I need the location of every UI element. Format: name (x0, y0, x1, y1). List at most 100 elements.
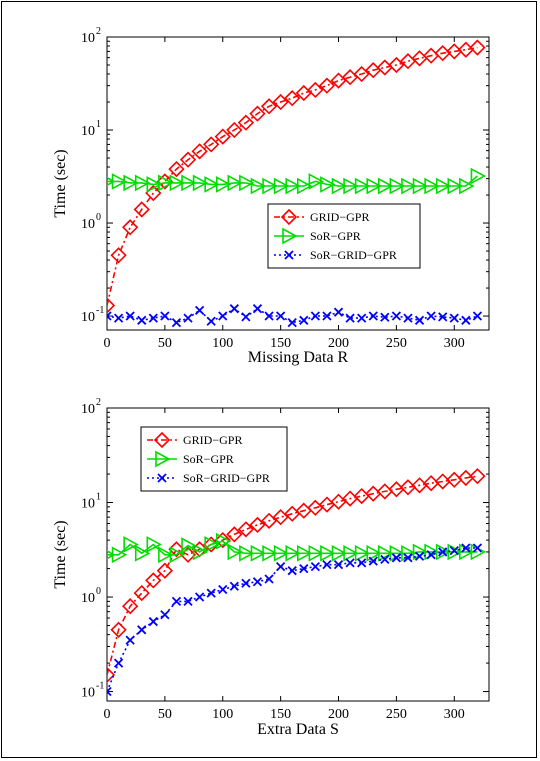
data-point (214, 531, 231, 549)
data-point (250, 544, 267, 562)
data-point (227, 174, 244, 192)
data-point (133, 584, 150, 602)
data-point (191, 143, 208, 160)
data-point (353, 487, 370, 505)
x-tick-label: 150 (270, 707, 291, 722)
data-point (345, 558, 355, 568)
data-point (354, 544, 371, 562)
legend-marker (280, 208, 298, 226)
data-point (354, 177, 371, 195)
data-point (461, 315, 471, 325)
data-point (469, 39, 486, 56)
data-point (113, 658, 124, 668)
data-point (472, 311, 483, 321)
data-point (472, 543, 483, 553)
y-tick-exponent: 0 (96, 212, 101, 223)
y-tick-exponent: 2 (96, 397, 101, 408)
y-tick-label: 10 (81, 124, 95, 139)
legend-label: SoR−GRID−GPR (183, 471, 270, 485)
y-tick-exponent: 0 (96, 586, 101, 597)
data-point (424, 177, 440, 195)
series-line (107, 307, 478, 324)
data-point (146, 176, 162, 193)
data-point (296, 177, 313, 195)
legend-marker (155, 450, 171, 468)
data-point (380, 554, 390, 565)
data-point (218, 584, 228, 595)
data-point (299, 563, 309, 574)
data-point (264, 574, 274, 584)
data-point (252, 577, 263, 587)
data-point (169, 174, 186, 192)
data-point (146, 536, 162, 553)
data-point (241, 312, 251, 322)
series-x (107, 543, 483, 697)
data-point (168, 160, 185, 178)
data-point (148, 616, 158, 627)
data-point (229, 581, 239, 591)
data-point (330, 493, 347, 510)
data-point (380, 312, 390, 322)
legend-label: GRID−GPR (310, 210, 369, 224)
data-point (414, 551, 425, 561)
data-point (438, 547, 448, 557)
data-point (470, 167, 487, 185)
data-point (110, 247, 127, 264)
data-point (447, 177, 463, 195)
data-point (183, 596, 193, 606)
data-point (368, 311, 378, 321)
series-line (107, 475, 478, 676)
data-point (145, 572, 162, 589)
data-point (107, 666, 116, 684)
data-point (310, 561, 321, 572)
data-point (426, 311, 436, 321)
data-point (203, 136, 220, 153)
data-point (262, 544, 278, 562)
data-point (171, 317, 182, 328)
data-point (107, 176, 116, 187)
data-point (133, 201, 150, 218)
series-diamond (107, 39, 486, 314)
data-point (296, 544, 313, 562)
y-tick-label: 10 (81, 217, 95, 232)
x-tick-label: 50 (158, 336, 172, 351)
data-point (111, 546, 128, 564)
data-point (459, 177, 475, 195)
y-tick-label: 10 (81, 402, 95, 417)
data-point (357, 313, 367, 323)
data-point (422, 475, 440, 492)
y-tick-label: 10 (81, 31, 95, 46)
data-point (414, 315, 425, 325)
data-point (160, 610, 170, 620)
data-point (320, 544, 336, 562)
series-triangle-right (107, 532, 487, 564)
legend-marker (284, 250, 294, 260)
data-point (206, 588, 216, 598)
data-point (426, 550, 436, 560)
data-point (111, 173, 128, 190)
data-point (137, 315, 147, 325)
data-point (156, 173, 174, 190)
data-point (366, 544, 382, 562)
data-point (310, 311, 321, 321)
data-point (322, 311, 332, 321)
legend: GRID−GPR SoR−GPR SoR−GRID−GPR (267, 203, 421, 269)
data-point (239, 544, 255, 562)
data-point (285, 544, 301, 562)
data-point (273, 177, 290, 195)
data-point (113, 313, 124, 323)
legend-marker (153, 431, 171, 449)
data-point (194, 592, 205, 602)
data-point (366, 177, 382, 195)
data-point (237, 521, 255, 538)
data-point (378, 544, 394, 562)
data-point (435, 543, 452, 561)
data-point (318, 496, 336, 513)
y-tick-label: 10 (81, 591, 95, 606)
data-point (160, 311, 170, 321)
x-tick-label: 250 (386, 707, 407, 722)
y-tick-exponent: -1 (96, 681, 104, 692)
data-point (331, 544, 348, 562)
legend-label: SoR−GPR (183, 452, 234, 466)
